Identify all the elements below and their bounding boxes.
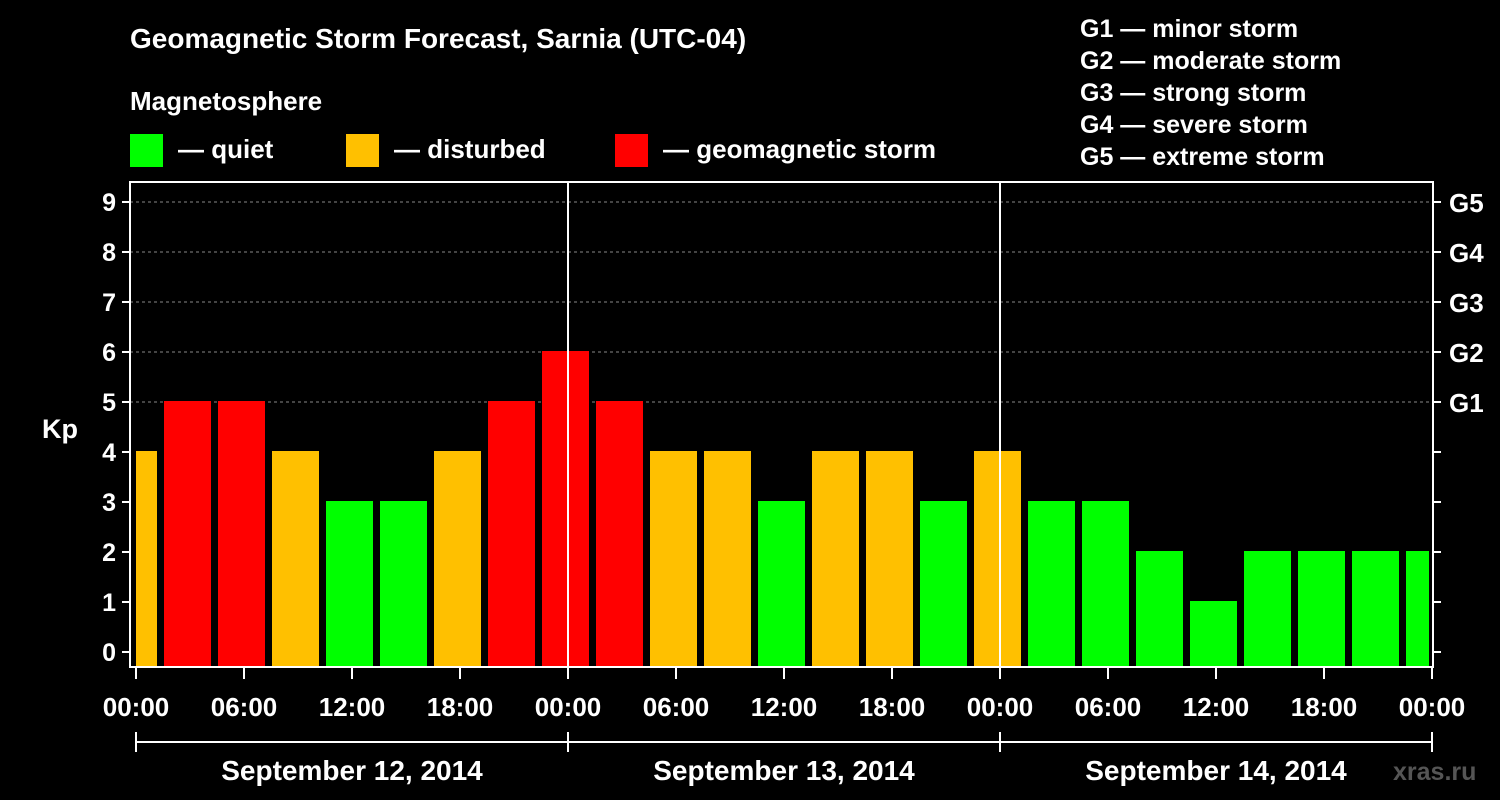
kp-bar-23 (1352, 551, 1399, 667)
y-tick-label-9: 9 (102, 189, 116, 217)
kp-bar-18 (1082, 501, 1129, 667)
kp-bar-3 (272, 451, 319, 667)
kp-bar-17 (1028, 501, 1075, 667)
kp-bar-11 (704, 451, 751, 667)
x-tick-label-1: 06:00 (211, 692, 278, 722)
kp-bar-22 (1298, 551, 1345, 667)
plot-frame (129, 181, 1434, 668)
storm-scale-g5: G5 — extreme storm (1080, 143, 1325, 171)
kp-bar-8 (542, 351, 589, 667)
x-tick-label-7: 18:00 (859, 692, 926, 722)
chart-title: Geomagnetic Storm Forecast, Sarnia (UTC-… (130, 23, 746, 54)
day-label-0: September 12, 2014 (221, 755, 483, 786)
kp-bar-7 (488, 401, 535, 667)
kp-bar-6 (434, 451, 481, 667)
x-tick-label-3: 18:00 (427, 692, 494, 722)
x-tick-label-2: 12:00 (319, 692, 386, 722)
kp-bar-21 (1244, 551, 1291, 667)
x-tick-label-10: 12:00 (1183, 692, 1250, 722)
axes: 0 1 2 3 4 5 6 7 8 9 G1 G2 G3 G4 G5 00:00 06:00 12:00 18:00… (102, 181, 1484, 786)
kp-bar-19 (1136, 551, 1183, 667)
x-tick-label-6: 12:00 (751, 692, 818, 722)
y-tick-label-1: 1 (102, 589, 116, 617)
kp-bar-13 (812, 451, 859, 667)
kp-bar-24 (1406, 551, 1429, 667)
legend-label-disturbed: — disturbed (394, 134, 546, 164)
storm-scale-g3: G3 — strong storm (1080, 79, 1306, 107)
kp-bar-12 (758, 501, 805, 667)
storm-scale-list: G1 — minor storm G2 — moderate storm G3 … (1080, 15, 1341, 171)
y-tick-label-5: 5 (102, 389, 116, 417)
y-tick-label-0: 0 (102, 639, 116, 667)
legend-swatch-quiet (130, 134, 163, 167)
y-tick-label-6: 6 (102, 339, 116, 367)
kp-bar-0 (136, 451, 157, 667)
y-tick-label-8: 8 (102, 239, 116, 267)
legend-swatch-storm (615, 134, 648, 167)
legend-title: Magnetosphere (130, 86, 322, 116)
kp-bar-10 (650, 451, 697, 667)
gridlines (130, 201, 1433, 403)
storm-scale-g2: G2 — moderate storm (1080, 47, 1341, 75)
right-label-G3: G3 (1449, 288, 1484, 318)
bars (136, 351, 1429, 667)
right-label-G2: G2 (1449, 338, 1484, 368)
day-label-1: September 13, 2014 (653, 755, 915, 786)
y-tick-label-2: 2 (102, 539, 116, 567)
right-label-G1: G1 (1449, 388, 1484, 418)
kp-bar-9 (596, 401, 643, 667)
legend-swatch-disturbed (346, 134, 379, 167)
watermark: xras.ru (1393, 758, 1476, 786)
kp-bar-16 (974, 451, 1021, 667)
y-tick-label-7: 7 (102, 289, 116, 317)
kp-bar-4 (326, 501, 373, 667)
x-tick-label-0: 00:00 (103, 692, 170, 722)
kp-bar-5 (380, 501, 427, 667)
kp-bar-20 (1190, 601, 1237, 667)
x-tick-label-8: 00:00 (967, 692, 1034, 722)
x-tick-label-5: 06:00 (643, 692, 710, 722)
x-tick-label-11: 18:00 (1291, 692, 1358, 722)
y-tick-label-3: 3 (102, 489, 116, 517)
legend-label-quiet: — quiet (178, 134, 274, 164)
right-label-G4: G4 (1449, 238, 1484, 268)
x-tick-label-4: 00:00 (535, 692, 602, 722)
kp-bar-1 (164, 401, 211, 667)
y-tick-label-4: 4 (102, 439, 116, 467)
legend-label-storm: — geomagnetic storm (663, 134, 936, 164)
right-label-G5: G5 (1449, 188, 1484, 218)
kp-bar-14 (866, 451, 913, 667)
day-label-2: September 14, 2014 (1085, 755, 1347, 786)
x-tick-label-9: 06:00 (1075, 692, 1142, 722)
kp-bar-15 (920, 501, 967, 667)
kp-bar-2 (218, 401, 265, 667)
storm-scale-g4: G4 — severe storm (1080, 111, 1308, 139)
storm-scale-g1: G1 — minor storm (1080, 15, 1298, 43)
y-axis-label: Kp (42, 414, 78, 444)
legend: — quiet — disturbed — geomagnetic storm (130, 134, 936, 167)
x-tick-label-12: 00:00 (1399, 692, 1466, 722)
